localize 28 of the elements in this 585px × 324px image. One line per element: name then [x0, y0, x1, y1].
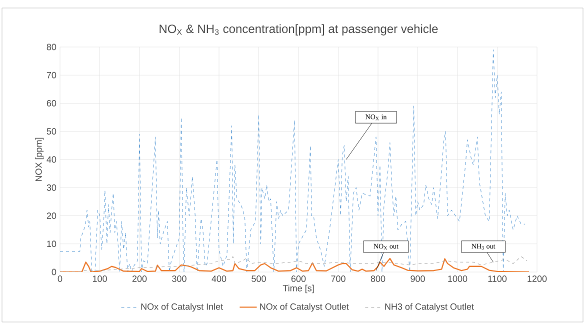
legend-label: NOx of Catalyst Outlet [260, 303, 349, 312]
y-tick-label: 60 [46, 100, 56, 106]
y-tick-label: 0 [52, 268, 56, 276]
y-tick-label: 80 [46, 44, 56, 50]
legend-label: NH3 of Catalyst Outlet [385, 303, 474, 312]
y-tick-label: 50 [46, 128, 56, 135]
y-axis-title: NOX [ppm] [35, 138, 44, 182]
x-tick-label: 1100 [488, 276, 507, 282]
x-tick-label: 100 [92, 276, 107, 282]
y-tick-label: 40 [46, 156, 56, 163]
x-tick-label: 700 [331, 276, 346, 282]
y-tick-label: 70 [46, 72, 56, 78]
x-tick-label: 1200 [528, 276, 547, 282]
chart-title: NO$_{X}$ & NH$_{3}$ concentration[ppm] at passenger vehicle [160, 24, 438, 36]
x-tick-label: 800 [370, 276, 386, 282]
x-tick-label: 300 [172, 276, 186, 282]
x-tick-label: 600 [291, 276, 306, 282]
x-tick-label: 900 [410, 276, 425, 282]
x-axis-title: Time [s] [282, 284, 314, 294]
y-tick-label: 30 [46, 184, 56, 191]
x-tick-label: 200 [132, 276, 147, 282]
x-tick-label: 0 [58, 276, 62, 282]
y-tick-label: 20 [46, 212, 56, 219]
x-tick-label: 1000 [448, 276, 468, 282]
y-tick-label: 10 [47, 240, 56, 248]
legend-label: NOx of Catalyst Inlet [141, 303, 224, 312]
x-tick-label: 400 [212, 276, 226, 282]
x-tick-label: 500 [252, 276, 266, 282]
